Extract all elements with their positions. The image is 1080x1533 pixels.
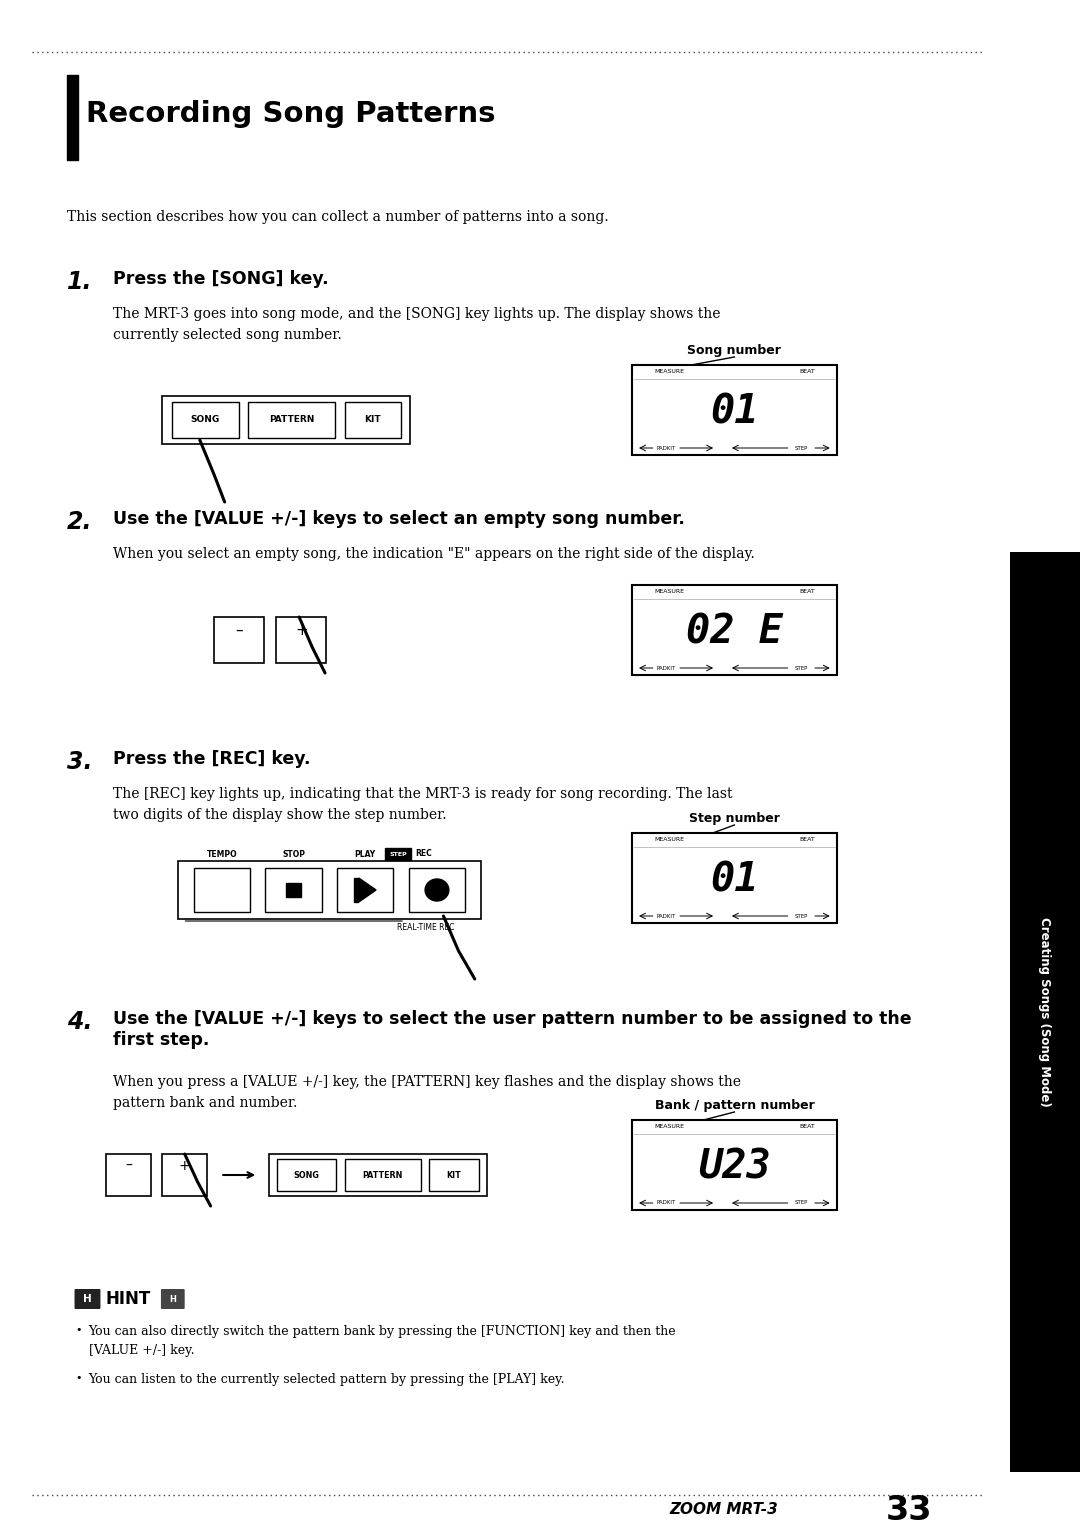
FancyBboxPatch shape: [345, 402, 401, 438]
FancyBboxPatch shape: [632, 832, 837, 923]
FancyBboxPatch shape: [345, 1159, 421, 1191]
Text: You can listen to the currently selected pattern by pressing the [PLAY] key.: You can listen to the currently selected…: [89, 1374, 565, 1386]
FancyBboxPatch shape: [337, 868, 393, 912]
Text: KIT: KIT: [447, 1171, 461, 1179]
Text: MEASURE: MEASURE: [654, 837, 685, 842]
Text: Song number: Song number: [688, 343, 781, 357]
Bar: [386, 848, 411, 860]
FancyBboxPatch shape: [162, 396, 410, 445]
Text: The MRT-3 goes into song mode, and the [SONG] key lights up. The display shows t: The MRT-3 goes into song mode, and the […: [113, 307, 721, 342]
FancyBboxPatch shape: [632, 365, 837, 455]
Text: REAL-TIME REC: REAL-TIME REC: [397, 923, 455, 932]
Polygon shape: [359, 878, 376, 901]
Text: •: •: [76, 1325, 82, 1335]
FancyBboxPatch shape: [193, 868, 249, 912]
Bar: [286, 883, 301, 897]
FancyBboxPatch shape: [430, 1159, 478, 1191]
Text: PADKIT: PADKIT: [657, 1200, 676, 1205]
Text: TEMPO: TEMPO: [206, 849, 238, 858]
Bar: [67, 75, 78, 159]
Text: When you press a [VALUE +/-] key, the [PATTERN] key flashes and the display show: When you press a [VALUE +/-] key, the [P…: [113, 1075, 741, 1110]
Text: 01: 01: [711, 392, 758, 431]
Text: +: +: [179, 1159, 190, 1173]
Text: H: H: [170, 1294, 176, 1303]
Text: STEP: STEP: [795, 446, 808, 451]
Text: PADKIT: PADKIT: [657, 446, 676, 451]
FancyBboxPatch shape: [632, 586, 837, 675]
Text: 2.: 2.: [67, 510, 93, 533]
FancyBboxPatch shape: [172, 402, 239, 438]
Text: PADKIT: PADKIT: [657, 914, 676, 918]
FancyBboxPatch shape: [632, 1121, 837, 1210]
Text: PATTERN: PATTERN: [363, 1171, 403, 1179]
Text: 1.: 1.: [67, 270, 93, 294]
FancyBboxPatch shape: [248, 402, 335, 438]
Text: 3.: 3.: [67, 750, 93, 774]
Text: STEP: STEP: [795, 914, 808, 918]
Text: +: +: [295, 622, 308, 638]
Circle shape: [426, 878, 449, 901]
Text: Recording Song Patterns: Recording Song Patterns: [86, 100, 496, 127]
Text: 4.: 4.: [67, 1010, 93, 1033]
Text: SONG: SONG: [190, 415, 220, 425]
Text: HINT: HINT: [106, 1289, 151, 1308]
Text: MEASURE: MEASURE: [654, 589, 685, 593]
FancyBboxPatch shape: [106, 1154, 151, 1196]
Text: Use the [VALUE +/-] keys to select the user pattern number to be assigned to the: Use the [VALUE +/-] keys to select the u…: [113, 1010, 912, 1049]
FancyBboxPatch shape: [161, 1289, 185, 1309]
Text: 01: 01: [711, 860, 758, 900]
FancyBboxPatch shape: [266, 868, 322, 912]
Text: BEAT: BEAT: [799, 589, 814, 593]
Text: H: H: [83, 1294, 92, 1305]
Text: 02 E: 02 E: [686, 613, 783, 652]
Text: STEP: STEP: [795, 1200, 808, 1205]
Text: Press the [SONG] key.: Press the [SONG] key.: [113, 270, 329, 288]
FancyBboxPatch shape: [276, 616, 326, 662]
FancyBboxPatch shape: [75, 1289, 100, 1309]
Text: You can also directly switch the pattern bank by pressing the [FUNCTION] key and: You can also directly switch the pattern…: [89, 1325, 676, 1357]
Text: U23: U23: [698, 1148, 771, 1187]
Text: PLAY: PLAY: [354, 849, 376, 858]
Text: Step number: Step number: [689, 812, 780, 825]
FancyBboxPatch shape: [178, 862, 481, 918]
FancyBboxPatch shape: [162, 1154, 207, 1196]
Text: Press the [REC] key.: Press the [REC] key.: [113, 750, 311, 768]
FancyBboxPatch shape: [269, 1154, 487, 1196]
FancyBboxPatch shape: [409, 868, 465, 912]
Text: Creating Songs (Song Mode): Creating Songs (Song Mode): [1038, 917, 1052, 1107]
Text: When you select an empty song, the indication "E" appears on the right side of t: When you select an empty song, the indic…: [113, 547, 755, 561]
Text: –: –: [234, 622, 243, 638]
Text: BEAT: BEAT: [799, 1124, 814, 1128]
Text: STOP: STOP: [282, 849, 305, 858]
Text: •: •: [76, 1374, 82, 1383]
Text: MEASURE: MEASURE: [654, 369, 685, 374]
Text: Use the [VALUE +/-] keys to select an empty song number.: Use the [VALUE +/-] keys to select an em…: [113, 510, 686, 527]
Text: KIT: KIT: [364, 415, 381, 425]
Text: REC: REC: [416, 849, 432, 858]
Text: Bank / pattern number: Bank / pattern number: [654, 1099, 814, 1111]
Text: ZOOM MRT-3: ZOOM MRT-3: [670, 1502, 779, 1518]
Text: STEP: STEP: [389, 851, 407, 857]
Text: PADKIT: PADKIT: [657, 665, 676, 670]
Text: This section describes how you can collect a number of patterns into a song.: This section describes how you can colle…: [67, 210, 609, 224]
Text: BEAT: BEAT: [799, 837, 814, 842]
Text: 33: 33: [886, 1493, 932, 1527]
FancyBboxPatch shape: [278, 1159, 336, 1191]
Bar: [354, 878, 357, 901]
Text: SONG: SONG: [294, 1171, 320, 1179]
Text: The [REC] key lights up, indicating that the MRT-3 is ready for song recording. : The [REC] key lights up, indicating that…: [113, 786, 733, 822]
Text: BEAT: BEAT: [799, 369, 814, 374]
Text: –: –: [125, 1159, 132, 1173]
Text: MEASURE: MEASURE: [654, 1124, 685, 1128]
Text: PATTERN: PATTERN: [269, 415, 314, 425]
Text: STEP: STEP: [795, 665, 808, 670]
FancyBboxPatch shape: [214, 616, 264, 662]
